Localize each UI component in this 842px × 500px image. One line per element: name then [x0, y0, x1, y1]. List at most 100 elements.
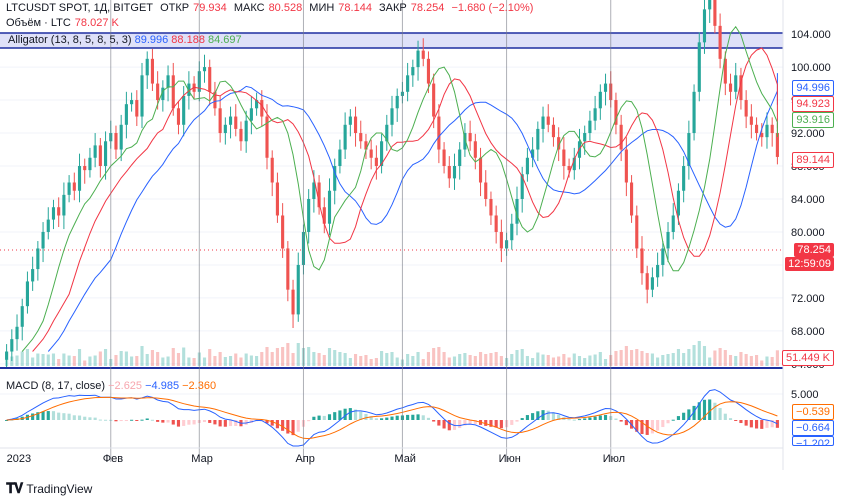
candle: [551, 124, 556, 138]
candle: [630, 182, 634, 216]
macd-hist-bar: [103, 419, 108, 421]
volume-bar: [239, 357, 243, 366]
macd-hist-bar: [499, 420, 503, 429]
macd-hist-bar: [692, 405, 696, 420]
volume-bar: [645, 353, 649, 366]
volume-bar: [661, 355, 665, 366]
candle: [463, 133, 467, 150]
candle: [57, 207, 61, 216]
candle: [687, 133, 691, 167]
candle: [515, 198, 519, 224]
candle: [682, 166, 686, 191]
volume-bar: [270, 352, 274, 366]
candle: [484, 182, 488, 199]
macd-hist-bar: [723, 413, 727, 420]
time-axis[interactable]: 2023 Фев Мар Апр Май Июн Июл: [0, 447, 783, 465]
volume-bar: [682, 353, 686, 366]
macd-hist-bar: [88, 417, 92, 420]
tradingview-logo-icon[interactable]: 𝐓𝐕: [6, 480, 23, 496]
volume-bar: [83, 360, 87, 366]
volume-bar: [333, 350, 337, 366]
macd-hist-bar: [83, 416, 87, 420]
volume-bar: [593, 354, 597, 366]
candle: [213, 91, 217, 109]
candle: [452, 166, 457, 179]
alligator-highlight: [0, 33, 783, 48]
countdown-label: 12:59:09: [785, 257, 834, 271]
candle: [442, 149, 446, 167]
macd-legend[interactable]: MACD (8, 17, close) −2.625 −4.985 −2.360: [6, 380, 216, 392]
macd-hist-bar: [739, 420, 743, 424]
macd-hist-bar: [666, 420, 670, 424]
volume-bar: [728, 355, 733, 366]
candle: [624, 149, 628, 183]
volume-bar: [296, 343, 300, 366]
volume-bar: [93, 355, 97, 366]
macd-hist-bar: [150, 419, 154, 421]
volume-bar: [364, 355, 368, 366]
volume-bar: [619, 350, 623, 366]
alligator-jaw-line: [47, 73, 778, 352]
volume-bar: [286, 343, 290, 366]
candle: [359, 133, 363, 142]
volume-bar: [749, 356, 753, 366]
low-value: 78.144: [338, 2, 372, 14]
macd-hist-bar: [322, 415, 326, 420]
candle: [619, 124, 623, 150]
macd-hist-bar: [333, 412, 337, 420]
macd-line: [6, 389, 778, 447]
volume-bar: [202, 357, 207, 366]
macd-name: MACD (8, 17, close): [6, 380, 106, 392]
volume-label[interactable]: Объём · LTC: [6, 17, 71, 29]
brand-name[interactable]: TradingView: [26, 481, 93, 496]
volume-bar: [380, 351, 384, 366]
macd-hist-bar: [567, 419, 571, 421]
volume-bar: [46, 354, 50, 366]
macd-hist-bar: [603, 414, 608, 420]
candle: [650, 277, 654, 290]
volume-bar: [494, 352, 498, 366]
candle: [114, 133, 118, 150]
macd-hist-bar: [130, 419, 134, 421]
candle: [494, 215, 498, 232]
price-tick: 72.000: [791, 293, 825, 305]
candle: [385, 124, 389, 142]
volume-bar: [31, 357, 35, 366]
macd-hist-bar: [572, 419, 576, 421]
macd-hist-bar: [317, 415, 321, 420]
volume-bar: [228, 356, 233, 366]
symbol-title[interactable]: LTCUSDT SPOT, 1Д, BITGET: [6, 2, 154, 14]
candle: [150, 58, 154, 84]
candle: [567, 166, 571, 171]
macd-hist-bar: [676, 416, 681, 420]
candle: [734, 75, 738, 92]
alligator-legend[interactable]: Alligator (13, 8, 5, 8, 5, 3) 89.996 88.…: [4, 33, 246, 48]
macd-hist-bar: [265, 420, 269, 424]
close-label: ЗАКР: [379, 2, 407, 14]
volume-bar: [765, 356, 769, 366]
candle: [202, 67, 207, 72]
macd-hist-bar: [463, 420, 467, 426]
candle: [307, 198, 311, 232]
volume-bar: [713, 350, 717, 366]
time-tick: Мар: [191, 453, 213, 465]
macd-hist-bar: [775, 420, 779, 428]
volume-bar: [166, 356, 170, 366]
volume-bar: [249, 355, 253, 366]
macd-hist-bar: [624, 420, 628, 426]
volume-bar: [343, 353, 347, 366]
volume-bar: [583, 358, 587, 366]
macd-hist-bar: [687, 409, 691, 420]
macd-hist-bar: [31, 413, 35, 420]
macd-hist-bar: [364, 413, 368, 420]
candle: [234, 116, 238, 129]
macd-hist-bar: [374, 418, 378, 420]
candle: [760, 133, 764, 138]
macd-hist-bar: [510, 420, 514, 425]
candle: [572, 157, 576, 171]
macd-hist-bar: [395, 415, 399, 420]
volume-bar: [499, 356, 503, 366]
volume-bar: [161, 357, 165, 366]
time-tick: Фев: [103, 453, 123, 465]
